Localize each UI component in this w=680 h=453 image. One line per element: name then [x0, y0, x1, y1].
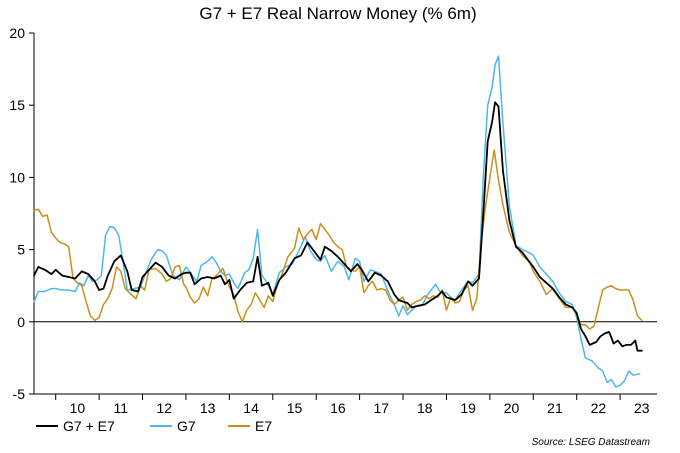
x-tick-label: 14 [243, 400, 259, 416]
x-tick-label: 12 [156, 400, 172, 416]
source-note: Source: LSEG Datastream [532, 437, 650, 448]
y-tick-label: -5 [13, 386, 26, 402]
x-tick-label: 22 [591, 400, 607, 416]
x-tick-label: 10 [70, 400, 86, 416]
x-tick-label: 19 [460, 400, 476, 416]
x-tick-label: 11 [114, 400, 129, 416]
legend-label: E7 [255, 418, 272, 434]
x-tick-label: 16 [330, 400, 346, 416]
legend: G7 + E7 G7 E7 [36, 418, 272, 434]
series-lines [33, 55, 643, 388]
legend-label: G7 + E7 [63, 418, 115, 434]
x-tick-label: 18 [417, 400, 433, 416]
y-tick-label: 0 [17, 314, 25, 330]
y-tick-label: 20 [9, 25, 25, 41]
x-tick-label: 23 [634, 400, 650, 416]
legend-label: G7 [177, 418, 196, 434]
x-tick-label: 20 [504, 400, 520, 416]
series-line-g7 [33, 55, 641, 388]
y-tick-label: 15 [9, 97, 25, 113]
x-ticks: 10 11 12 13 14 15 16 17 18 19 20 21 22 23 [55, 394, 650, 416]
series-line-g7-e7 [33, 101, 643, 352]
y-ticks: -5 0 5 10 15 20 [9, 25, 34, 402]
x-tick-label: 17 [374, 400, 390, 416]
x-tick-label: 21 [547, 400, 563, 416]
series-line-e7 [33, 149, 643, 330]
y-tick-label: 5 [17, 242, 25, 258]
axes [33, 33, 657, 395]
x-tick-label: 13 [200, 400, 216, 416]
chart-title: G7 + E7 Real Narrow Money (% 6m) [199, 4, 476, 23]
y-tick-label: 10 [9, 169, 25, 185]
x-tick-label: 15 [287, 400, 303, 416]
